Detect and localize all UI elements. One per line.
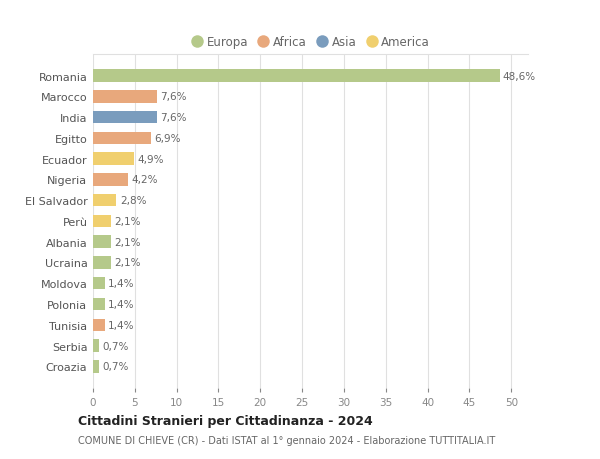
Bar bbox=[93, 215, 110, 228]
Text: 2,1%: 2,1% bbox=[114, 258, 140, 268]
Text: 0,7%: 0,7% bbox=[102, 341, 128, 351]
Text: 2,1%: 2,1% bbox=[114, 237, 140, 247]
Text: 7,6%: 7,6% bbox=[160, 92, 187, 102]
Bar bbox=[93, 153, 134, 166]
Bar bbox=[93, 70, 500, 83]
Bar bbox=[93, 340, 99, 352]
Bar bbox=[93, 277, 105, 290]
Text: 6,9%: 6,9% bbox=[154, 134, 181, 144]
Bar bbox=[93, 360, 99, 373]
Text: 2,1%: 2,1% bbox=[114, 217, 140, 226]
Text: 1,4%: 1,4% bbox=[108, 320, 134, 330]
Text: 0,7%: 0,7% bbox=[102, 362, 128, 371]
Text: 2,8%: 2,8% bbox=[120, 196, 146, 206]
Text: 1,4%: 1,4% bbox=[108, 299, 134, 309]
Bar bbox=[93, 298, 105, 311]
Text: 1,4%: 1,4% bbox=[108, 279, 134, 289]
Bar bbox=[93, 174, 128, 186]
Legend: Europa, Africa, Asia, America: Europa, Africa, Asia, America bbox=[187, 31, 434, 53]
Bar bbox=[93, 132, 151, 145]
Text: 7,6%: 7,6% bbox=[160, 113, 187, 123]
Text: 4,9%: 4,9% bbox=[137, 154, 164, 164]
Bar bbox=[93, 236, 110, 248]
Bar bbox=[93, 112, 157, 124]
Text: 4,2%: 4,2% bbox=[131, 175, 158, 185]
Text: Cittadini Stranieri per Cittadinanza - 2024: Cittadini Stranieri per Cittadinanza - 2… bbox=[78, 414, 373, 428]
Text: 48,6%: 48,6% bbox=[503, 72, 536, 81]
Bar bbox=[93, 91, 157, 103]
Text: COMUNE DI CHIEVE (CR) - Dati ISTAT al 1° gennaio 2024 - Elaborazione TUTTITALIA.: COMUNE DI CHIEVE (CR) - Dati ISTAT al 1°… bbox=[78, 435, 495, 445]
Bar bbox=[93, 195, 116, 207]
Bar bbox=[93, 319, 105, 331]
Bar bbox=[93, 257, 110, 269]
